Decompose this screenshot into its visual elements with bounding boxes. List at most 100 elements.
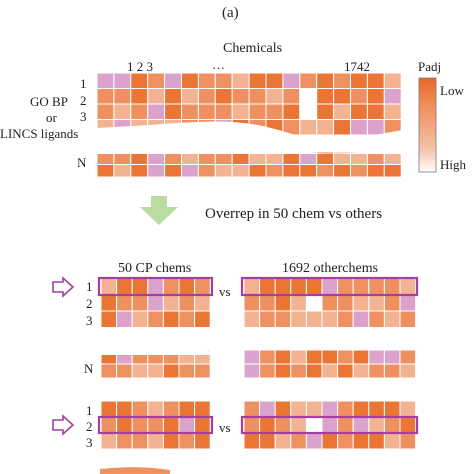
ex1-right-heatmap-cell bbox=[243, 294, 261, 312]
ex1-right-lower-cell bbox=[399, 349, 417, 365]
ex2-right-heatmap-cell bbox=[399, 400, 417, 418]
top-heatmap-upper-cell bbox=[265, 88, 284, 105]
top-heatmap-lower-edge bbox=[95, 139, 412, 154]
top-heatmap-upper-cell bbox=[197, 103, 216, 120]
down-arrow-icon bbox=[140, 196, 178, 225]
top-heatmap-upper-cell bbox=[299, 103, 318, 120]
ex1-right-heatmap-cell bbox=[383, 294, 401, 312]
ex1-right-heatmap-cell bbox=[259, 277, 276, 295]
ex2-bottom-sliver bbox=[100, 467, 170, 474]
ex1-right-heatmap-cell bbox=[383, 310, 401, 328]
ex2-right-heatmap-cell bbox=[259, 400, 276, 418]
ex2-left-heatmap-cell bbox=[116, 416, 133, 434]
ex2-right-highlight-box bbox=[240, 415, 419, 435]
top-heatmap-upper-cell bbox=[164, 103, 183, 120]
top-heatmap-lower-cell bbox=[350, 164, 368, 178]
ex1-left-lower-cell bbox=[162, 363, 180, 379]
ex1-left-heatmap-cell bbox=[162, 294, 180, 312]
top-heatmap-upper-cell bbox=[383, 103, 402, 120]
ex2-right-heatmap-cell bbox=[399, 416, 417, 434]
ex2-pointer-arrow-icon bbox=[52, 414, 75, 436]
ex2-right-heatmap-cell bbox=[368, 432, 385, 450]
top-heatmap-upper-cell bbox=[316, 103, 335, 120]
panel-label: (a) bbox=[222, 5, 239, 21]
ex1-right-heatmap-cell bbox=[290, 277, 307, 295]
ex2-right-heatmap-cell bbox=[243, 416, 261, 434]
ex1-right-lower-cell bbox=[274, 349, 292, 365]
ex2-right-heatmap-cell bbox=[290, 432, 307, 450]
top-heatmap-upper-cell bbox=[383, 88, 402, 105]
ex1-right-lower-cell bbox=[259, 363, 276, 379]
top-heatmap-lower-cell bbox=[366, 164, 385, 178]
ex2-left-heatmap-cell bbox=[194, 432, 211, 450]
ex1-left-heatmap-cell bbox=[194, 310, 211, 328]
ex1-right-heatmap-cell bbox=[399, 294, 417, 312]
ex2-right-heatmap-cell bbox=[352, 400, 370, 418]
chemicals-header: Chemicals bbox=[223, 41, 283, 56]
ex1-left-lower-cell bbox=[131, 363, 149, 379]
ex1-lower-edge bbox=[100, 343, 212, 355]
ex1-right-heatmap-cell bbox=[305, 310, 323, 328]
ex2-right-heatmap-cell bbox=[383, 432, 401, 450]
ex1-left-heatmap-cell bbox=[178, 310, 196, 328]
top-heatmap-lower-cell bbox=[333, 164, 352, 178]
ex1-right-lower bbox=[243, 349, 417, 379]
top-heatmap-upper-cell bbox=[231, 103, 250, 120]
top-heatmap-lower-cell bbox=[316, 164, 335, 178]
legend-low-label: Low bbox=[440, 83, 464, 98]
ex1-right-heatmap-cell bbox=[337, 294, 354, 312]
ex1-right-lower-cell bbox=[274, 363, 292, 379]
top-heatmap-upper-cell bbox=[350, 119, 368, 136]
ex2-vs: vs bbox=[219, 420, 231, 435]
ex1-right-heatmap-cell bbox=[352, 277, 370, 295]
ex1-right-heatmap-cell bbox=[368, 277, 385, 295]
ex1-right-heatmap-cell bbox=[243, 310, 261, 328]
ex2-left-heatmap-cell bbox=[162, 432, 180, 450]
side-label-line-3: LINCS ligands bbox=[0, 126, 79, 141]
legend-high-label: High bbox=[440, 157, 466, 172]
ex1-right-heatmap-cell bbox=[337, 277, 354, 295]
top-heatmap-upper-cell bbox=[282, 72, 301, 89]
ex2-right-heatmap-cell bbox=[305, 432, 323, 450]
ex2-right-heatmap-cell bbox=[290, 400, 307, 418]
ex1-vs: vs bbox=[219, 284, 231, 299]
top-heatmap-upper-cell bbox=[164, 72, 183, 89]
top-heatmap-upper-cell bbox=[350, 103, 368, 120]
ex1-right-lower-cell bbox=[243, 363, 261, 379]
ex1-right-heatmap-cell bbox=[274, 294, 292, 312]
top-heatmap-upper-cell bbox=[147, 103, 166, 120]
ex1-pointer-arrow-icon bbox=[52, 276, 75, 298]
ex1-right-heatmap-cell bbox=[321, 277, 339, 295]
ex1-left-heatmap-cell bbox=[147, 310, 164, 328]
ex1-right-heatmap-cell bbox=[321, 294, 339, 312]
ex1-right-lower-cell bbox=[337, 349, 354, 365]
ex2-right-heatmap-cell bbox=[259, 432, 276, 450]
top-heatmap-upper-cell bbox=[181, 103, 199, 120]
ex1-left-lower-cell bbox=[116, 363, 133, 379]
ex2-left-heatmap-cell bbox=[194, 400, 211, 418]
ex1-right-lower-cell bbox=[305, 349, 323, 365]
ex1-right-heatmap-cell bbox=[337, 310, 354, 328]
row-label-3: 3 bbox=[80, 109, 87, 124]
top-heatmap-upper-cell bbox=[197, 88, 216, 105]
ex2-left-heatmap-cell bbox=[147, 432, 164, 450]
top-heatmap-upper-cell bbox=[231, 72, 250, 89]
ex1-right-heatmap-cell bbox=[259, 310, 276, 328]
top-heatmap-upper-cell bbox=[248, 88, 267, 105]
ex1-right-heatmap-cell bbox=[383, 277, 401, 295]
ex2-right-heatmap-cell bbox=[274, 416, 292, 434]
ex2-left-heatmap-cell bbox=[100, 432, 118, 450]
ex2-left-heatmap-cell bbox=[116, 432, 133, 450]
ex1-row-label-2: 2 bbox=[86, 296, 93, 311]
top-heatmap-upper-cell bbox=[366, 119, 385, 136]
ex2-row-label-2: 2 bbox=[86, 419, 93, 434]
ex2-right-heatmap-cell bbox=[368, 400, 385, 418]
top-heatmap-upper-cell bbox=[299, 72, 318, 89]
ex1-right-lower-cell bbox=[290, 349, 307, 365]
ex2-right-heatmap-cell bbox=[399, 432, 417, 450]
ex1-right-lower-cell bbox=[352, 349, 370, 365]
ex2-right-heatmap-cell bbox=[243, 432, 261, 450]
top-heatmap-upper-cell bbox=[130, 88, 149, 105]
ex1-right-heatmap-cell bbox=[352, 294, 370, 312]
ex1-left-lower-cell bbox=[147, 363, 164, 379]
